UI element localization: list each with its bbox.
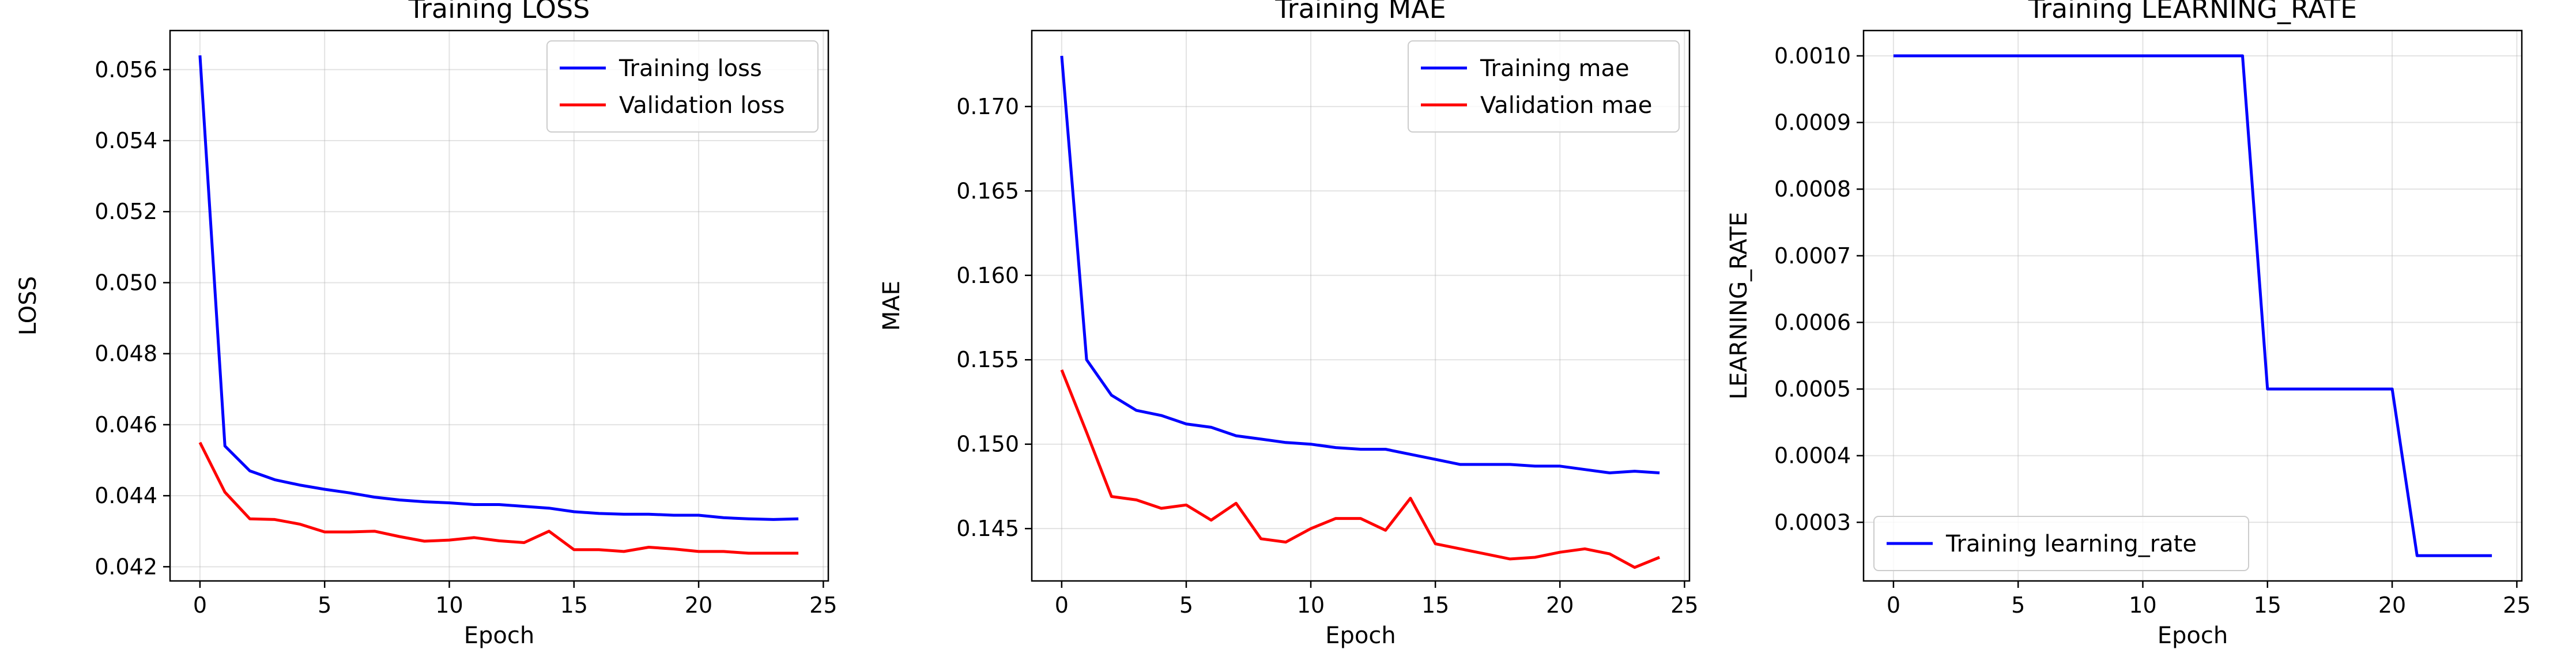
- y-tick-label: 0.042: [95, 554, 157, 579]
- y-tick-label: 0.0010: [1774, 43, 1851, 69]
- y-tick-label: 0.046: [95, 412, 157, 437]
- x-tick-label: 15: [560, 592, 588, 618]
- x-tick-label: 15: [2254, 592, 2281, 618]
- series-line-2: [1060, 369, 1661, 569]
- legend: Training loss Validation loss: [546, 40, 819, 133]
- x-tick-label: 25: [1670, 592, 1698, 618]
- y-tick-label: 0.050: [95, 270, 157, 295]
- y-tick-label: 0.052: [95, 199, 157, 224]
- y-tick-label: 0.150: [956, 432, 1019, 457]
- subplot-3: 0 5 10 15 20 25 0.0003 0.0004 0.0005 0.0006 0.0007…: [1726, 0, 2531, 649]
- y-axis-label: MAE: [878, 281, 905, 331]
- x-tick-label: 0: [193, 592, 207, 618]
- y-tick-label: 0.0006: [1774, 309, 1851, 335]
- y-tick-label: 0.0005: [1774, 376, 1851, 402]
- x-tick-label: 20: [1546, 592, 1574, 618]
- y-tick-label: 0.0004: [1774, 443, 1851, 469]
- y-tick-label: 0.056: [95, 57, 157, 82]
- x-tick-label: 0: [1055, 592, 1069, 618]
- legend-entry-1: Training learning_rate: [1945, 531, 2197, 557]
- series-line-1: [198, 55, 799, 521]
- plot-area: [1031, 29, 1691, 582]
- plot-area: [169, 29, 829, 582]
- legend-box: [1408, 40, 1680, 133]
- x-axis-label: Epoch: [464, 622, 534, 649]
- legend-entry-1: Training loss: [618, 55, 762, 82]
- y-axis-label: LOSS: [15, 276, 42, 335]
- x-tick-label: 0: [1887, 592, 1900, 618]
- y-tick-label: 0.0007: [1774, 243, 1851, 269]
- legend-entry-2: Validation mae: [1480, 92, 1652, 119]
- x-tick-label: 10: [1297, 592, 1325, 618]
- x-tick-label: 25: [2503, 592, 2530, 618]
- x-tick-label: 10: [435, 592, 463, 618]
- y-tick-label: 0.0009: [1774, 110, 1851, 135]
- legend: Training mae Validation mae: [1408, 40, 1680, 133]
- series-line-1: [1893, 54, 2492, 557]
- y-tick-label: 0.145: [956, 516, 1019, 541]
- y-tick-label: 0.155: [956, 347, 1019, 372]
- y-tick-label: 0.048: [95, 341, 157, 367]
- legend-entry-1: Training mae: [1480, 55, 1630, 82]
- y-tick-label: 0.170: [956, 94, 1019, 119]
- chart-title: Training MAE: [1274, 0, 1446, 24]
- x-tick-label: 5: [2011, 592, 2025, 618]
- series-line-2: [198, 441, 799, 555]
- legend-box: [1873, 516, 2249, 571]
- x-tick-label: 25: [809, 592, 837, 618]
- y-tick-label: 0.0003: [1774, 509, 1851, 535]
- y-axis-label: LEARNING_RATE: [1726, 212, 1752, 400]
- x-tick-label: 10: [2129, 592, 2156, 618]
- y-tick-label: 0.160: [956, 263, 1019, 288]
- y-tick-label: 0.0008: [1774, 176, 1851, 202]
- x-tick-label: 20: [685, 592, 712, 618]
- subplot-1: 0 5 10 15 20 25 0.042 0.044 0.046 0.048 0.050 0.052…: [15, 0, 838, 649]
- series-line-1: [1060, 55, 1660, 474]
- x-axis-label: Epoch: [1325, 622, 1396, 649]
- chart-title: Training LEARNING_RATE: [2028, 0, 2357, 24]
- x-tick-label: 5: [318, 592, 331, 618]
- legend-box: [546, 40, 819, 133]
- chart-title: Training LOSS: [408, 0, 590, 24]
- plot-area: [1862, 29, 2523, 582]
- legend-entry-2: Validation loss: [619, 92, 785, 119]
- subplot-2: 0 5 10 15 20 25 0.145 0.150 0.155 0.160 0.165 0.170…: [878, 0, 1699, 649]
- x-tick-label: 15: [1421, 592, 1449, 618]
- y-tick-label: 0.044: [95, 483, 157, 508]
- y-tick-label: 0.165: [956, 178, 1019, 203]
- x-tick-label: 5: [1179, 592, 1193, 618]
- x-axis-label: Epoch: [2158, 622, 2228, 649]
- x-tick-label: 20: [2378, 592, 2406, 618]
- y-tick-label: 0.054: [95, 128, 157, 153]
- legend: Training learning_rate: [1873, 516, 2249, 571]
